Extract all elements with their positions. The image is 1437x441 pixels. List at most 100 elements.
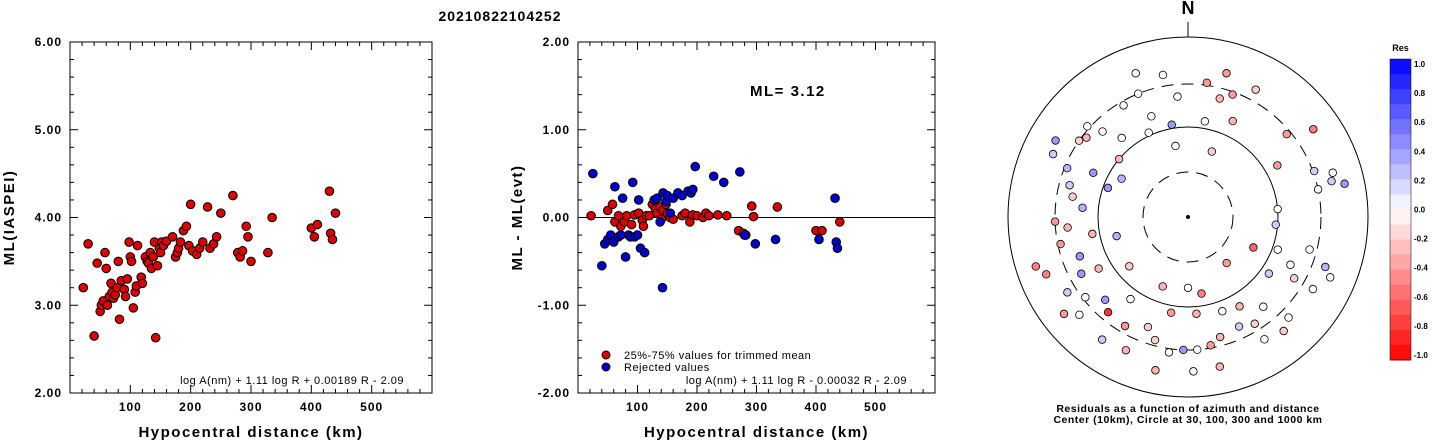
data-point xyxy=(639,247,650,258)
data-point xyxy=(708,171,719,182)
distance-ring xyxy=(1097,126,1279,308)
station-marker xyxy=(1250,319,1259,328)
data-point xyxy=(126,256,137,267)
x-tick-label: 400 xyxy=(804,400,827,414)
data-point xyxy=(237,246,248,256)
station-marker xyxy=(1074,136,1084,145)
data-point xyxy=(627,177,638,188)
colorbar-tick-label: 0.8 xyxy=(1414,89,1426,98)
station-marker xyxy=(1098,127,1107,136)
station-marker xyxy=(1189,367,1198,376)
station-marker xyxy=(1050,217,1060,226)
station-marker xyxy=(1273,204,1282,214)
data-point xyxy=(739,230,750,240)
y-tick-label: 2.00 xyxy=(35,386,62,400)
data-point xyxy=(263,247,273,258)
station-marker xyxy=(1200,117,1210,126)
plot-frame xyxy=(69,41,433,394)
x-axis-title: Hypocentral distance (km) xyxy=(644,424,869,441)
data-point xyxy=(152,260,163,271)
colorbar-tick-label: -0.6 xyxy=(1414,293,1428,302)
station-marker xyxy=(1273,161,1282,170)
page-title: 20210822104252 xyxy=(438,8,562,24)
data-point xyxy=(228,190,238,201)
data-point xyxy=(610,181,620,192)
station-marker xyxy=(1218,307,1227,316)
data-point xyxy=(148,252,159,262)
y-tick-label: 6.00 xyxy=(35,35,62,49)
station-marker xyxy=(1121,346,1131,355)
station-marker xyxy=(1222,258,1231,268)
station-marker xyxy=(1197,289,1206,298)
x-tick-label: 200 xyxy=(179,400,202,414)
station-marker xyxy=(1289,274,1299,283)
polar-panel: N Residuals as a function of azimuth and … xyxy=(1007,0,1369,426)
station-marker xyxy=(1282,129,1291,139)
colorbar-segment xyxy=(1390,134,1411,150)
station-marker xyxy=(1158,70,1168,80)
station-marker xyxy=(1144,128,1153,137)
formula-annotation: log A(nm) + 1.11 log R + 0.00189 R - 2.0… xyxy=(180,375,404,387)
data-point xyxy=(588,168,598,179)
colorbar-segment xyxy=(1390,344,1411,361)
data-point xyxy=(246,256,256,267)
station-marker xyxy=(1328,168,1337,177)
y-axis-title: ML - ML(evt) xyxy=(509,164,526,270)
station-marker xyxy=(1151,366,1160,375)
colorbar-tick-label: 1.0 xyxy=(1414,60,1426,69)
station-marker xyxy=(1150,335,1160,345)
data-point xyxy=(633,195,644,205)
distance-ring xyxy=(1054,83,1322,351)
station-marker xyxy=(1183,283,1193,293)
colorbar-segment xyxy=(1390,239,1411,256)
data-point xyxy=(770,234,781,245)
station-marker xyxy=(1264,269,1274,278)
station-marker xyxy=(1078,203,1087,212)
colorbar-segment xyxy=(1390,74,1411,90)
colorbar-segment xyxy=(1390,314,1411,331)
x-tick-label: 400 xyxy=(300,400,323,414)
data-point xyxy=(655,217,665,227)
data-point xyxy=(746,201,757,211)
station-marker xyxy=(1068,192,1077,201)
x-tick-label: 100 xyxy=(119,400,142,414)
station-marker xyxy=(1088,229,1097,239)
y-tick-label: 5.00 xyxy=(35,123,62,137)
data-point xyxy=(652,193,662,203)
colorbar-title: Res xyxy=(1392,43,1409,53)
station-marker xyxy=(1051,136,1060,145)
station-marker xyxy=(1234,322,1244,331)
y-tick-label: -1.00 xyxy=(538,298,570,312)
data-point xyxy=(735,167,745,177)
data-point xyxy=(216,208,226,218)
legend-marker xyxy=(601,362,611,372)
station-marker xyxy=(1193,345,1202,354)
station-marker xyxy=(1097,335,1107,344)
data-point xyxy=(617,193,628,203)
data-point xyxy=(626,219,637,230)
legend-label: Rejected values xyxy=(624,362,710,374)
data-point xyxy=(817,225,827,236)
colorbar-segment xyxy=(1390,254,1411,271)
data-point xyxy=(330,208,341,218)
station-marker xyxy=(1103,307,1113,317)
data-point xyxy=(122,274,133,284)
data-point xyxy=(632,230,643,240)
data-point xyxy=(713,210,723,220)
data-point xyxy=(167,232,178,242)
station-marker xyxy=(1114,154,1124,164)
colorbar-tick-label: -1.0 xyxy=(1414,351,1428,360)
data-point xyxy=(197,237,208,247)
data-point xyxy=(721,210,732,221)
station-marker xyxy=(1260,335,1269,344)
scatter-panel-1: 2.00 3.00 4.00 5.00 6.00 100 200 300 400 500 Hypoc… xyxy=(1,35,433,441)
colorbar-tick-label: 0.0 xyxy=(1414,206,1426,215)
colorbar-tick-label: 0.4 xyxy=(1414,147,1426,156)
station-marker xyxy=(1309,166,1319,176)
station-marker xyxy=(1222,69,1231,78)
colorbar-segment xyxy=(1390,89,1411,105)
colorbar-segment xyxy=(1390,269,1411,286)
colorbar-segment xyxy=(1390,59,1411,75)
station-marker xyxy=(1235,302,1244,311)
